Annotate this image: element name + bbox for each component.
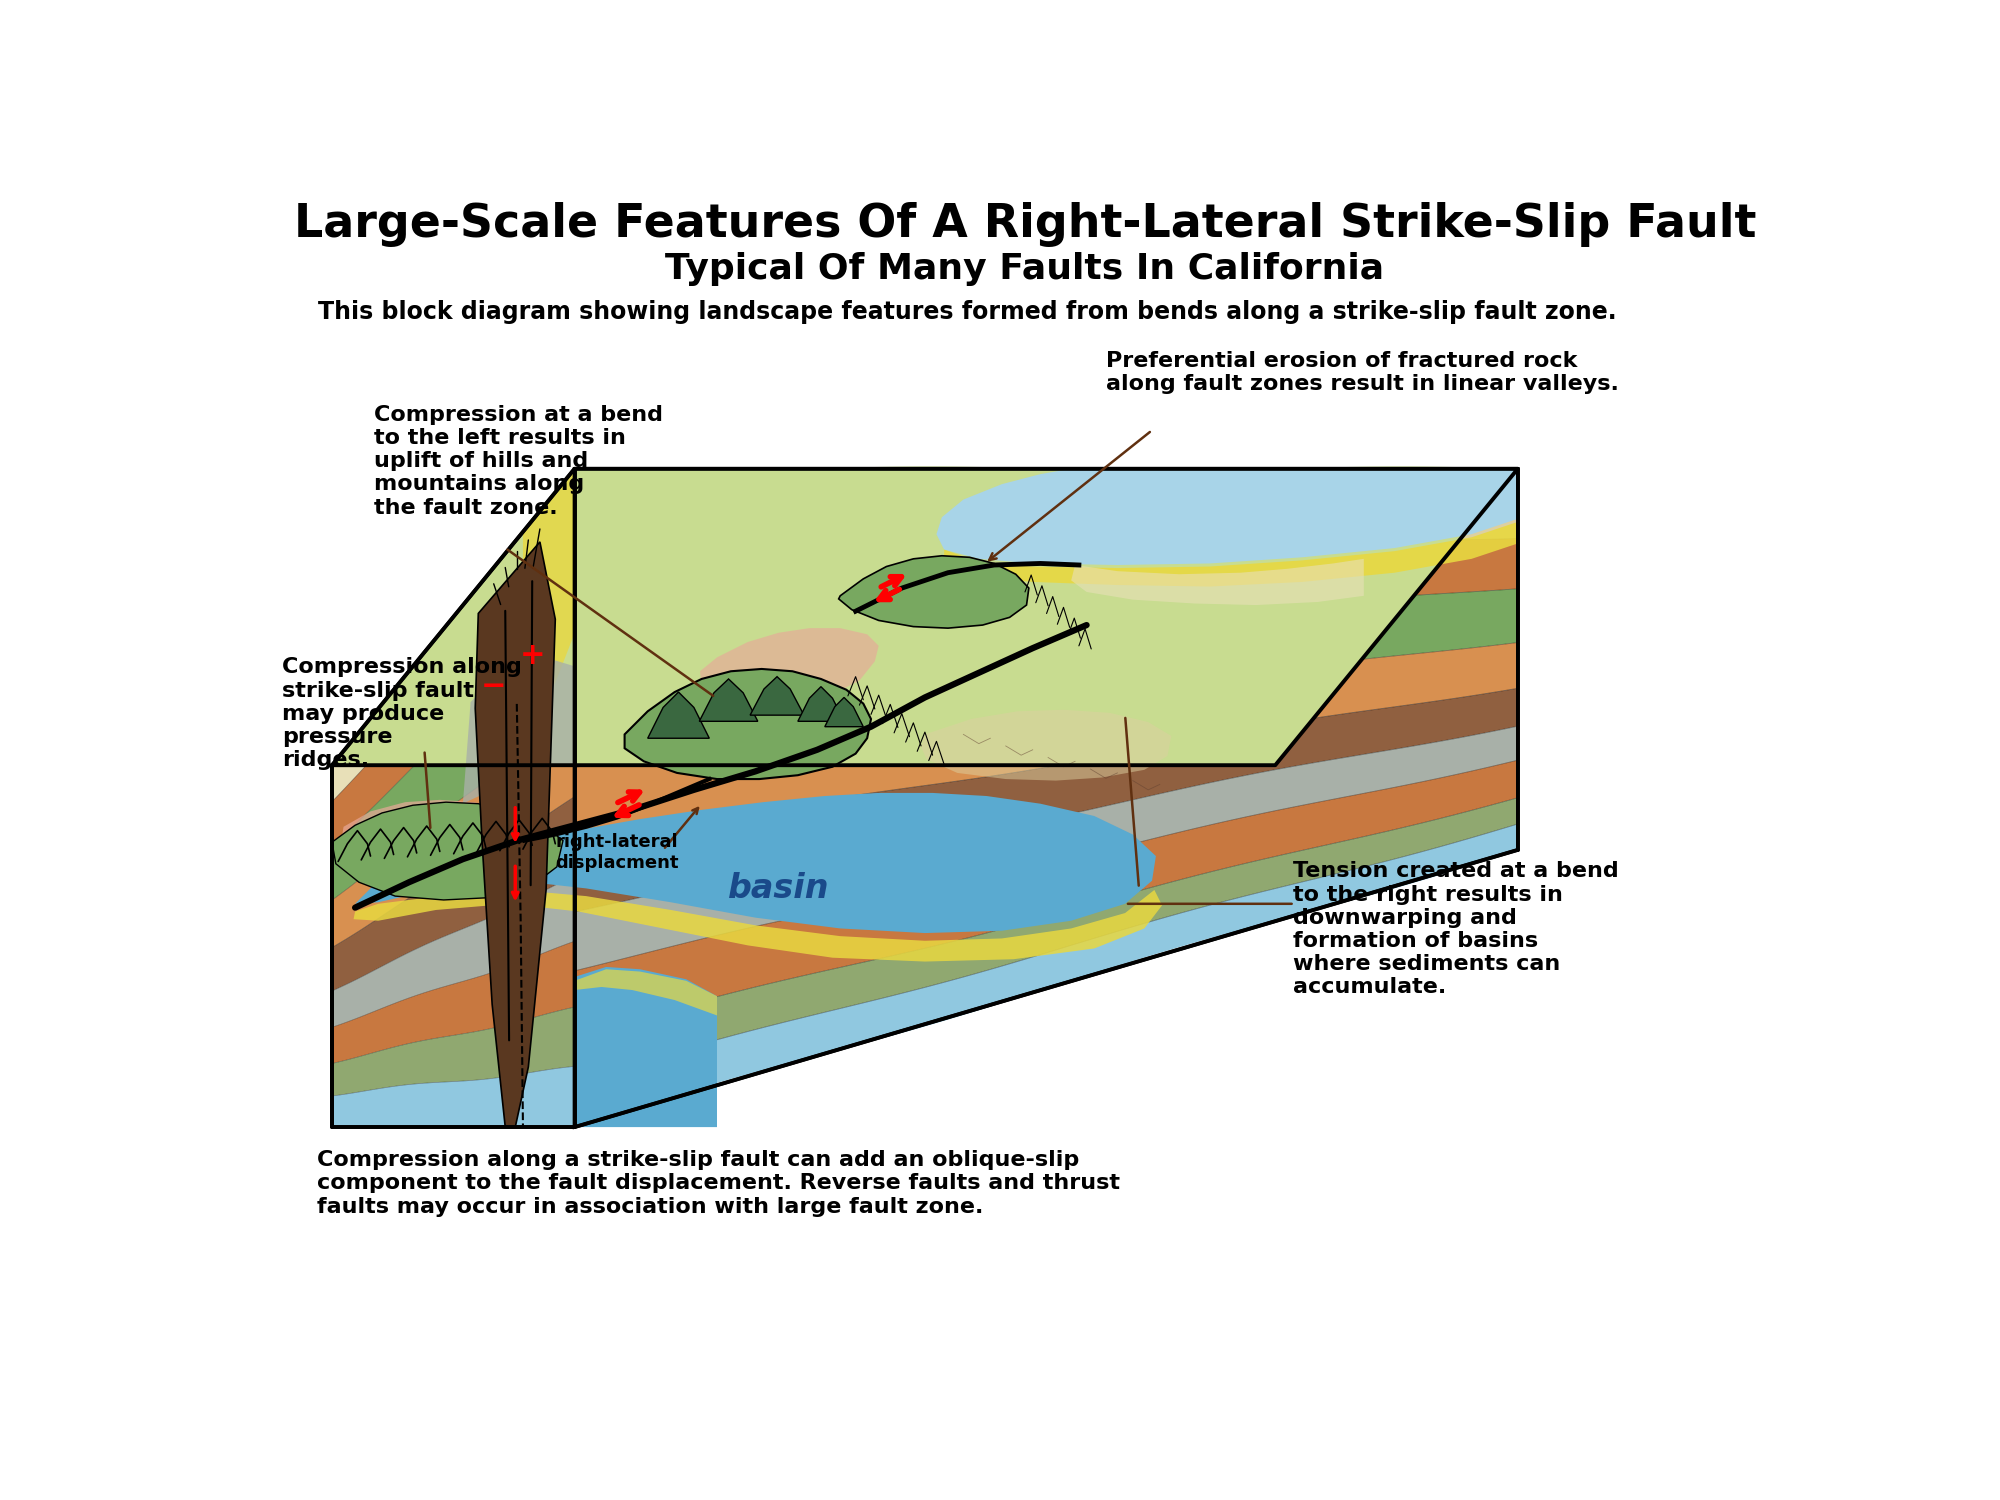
Polygon shape — [574, 824, 1518, 1128]
Polygon shape — [332, 614, 574, 900]
Polygon shape — [648, 692, 710, 738]
Polygon shape — [574, 968, 716, 1126]
Text: Preferential erosion of fractured rock
along fault zones result in linear valley: Preferential erosion of fractured rock a… — [1106, 351, 1618, 394]
Polygon shape — [574, 538, 1518, 675]
Text: Tension created at a bend
to the right results in
downwarping and
formation of b: Tension created at a bend to the right r… — [1292, 861, 1618, 998]
Text: Compression along
strike-slip fault
may produce
pressure
ridges.: Compression along strike-slip fault may … — [282, 657, 522, 770]
Text: right-lateral
displacment: right-lateral displacment — [556, 833, 678, 872]
Polygon shape — [522, 468, 574, 714]
Polygon shape — [332, 876, 574, 1028]
Polygon shape — [354, 890, 1162, 962]
Polygon shape — [824, 698, 864, 726]
Text: This block diagram showing landscape features formed from bends along a strike-s: This block diagram showing landscape fea… — [318, 300, 1616, 324]
Text: Compression along a strike-slip fault can add an oblique-slip
component to the f: Compression along a strike-slip fault ca… — [316, 1150, 1120, 1216]
Polygon shape — [1072, 560, 1364, 604]
Polygon shape — [574, 760, 1518, 1036]
Polygon shape — [936, 468, 1518, 566]
Polygon shape — [332, 711, 574, 948]
Text: +: + — [520, 640, 546, 670]
Polygon shape — [476, 542, 556, 1126]
Polygon shape — [574, 688, 1518, 912]
Text: Typical Of Many Faults In California: Typical Of Many Faults In California — [666, 252, 1384, 285]
Polygon shape — [624, 669, 872, 778]
Polygon shape — [356, 794, 1156, 933]
Polygon shape — [462, 651, 574, 804]
Polygon shape — [700, 628, 878, 704]
Polygon shape — [332, 534, 574, 846]
Polygon shape — [574, 969, 716, 1016]
Polygon shape — [332, 802, 564, 900]
Polygon shape — [332, 468, 1518, 765]
Polygon shape — [574, 504, 1518, 588]
Polygon shape — [332, 1066, 574, 1128]
Polygon shape — [574, 726, 1518, 970]
Polygon shape — [342, 800, 560, 888]
Polygon shape — [944, 522, 1518, 586]
Polygon shape — [332, 940, 574, 1064]
Polygon shape — [838, 556, 1028, 628]
Polygon shape — [700, 680, 758, 722]
Text: Large-Scale Features Of A Right-Lateral Strike-Slip Fault: Large-Scale Features Of A Right-Lateral … — [294, 202, 1756, 248]
Polygon shape — [750, 676, 804, 716]
Polygon shape — [332, 468, 574, 801]
Text: −: − — [480, 672, 506, 702]
Text: basin: basin — [728, 871, 830, 904]
Polygon shape — [574, 590, 1518, 768]
Polygon shape — [332, 1007, 574, 1096]
Polygon shape — [922, 710, 1172, 780]
Polygon shape — [574, 798, 1518, 1082]
Text: Compression at a bend
to the left results in
uplift of hills and
mountains along: Compression at a bend to the left result… — [374, 405, 664, 517]
Polygon shape — [574, 642, 1518, 846]
Polygon shape — [332, 796, 574, 992]
Polygon shape — [798, 687, 844, 722]
Polygon shape — [574, 466, 1518, 528]
